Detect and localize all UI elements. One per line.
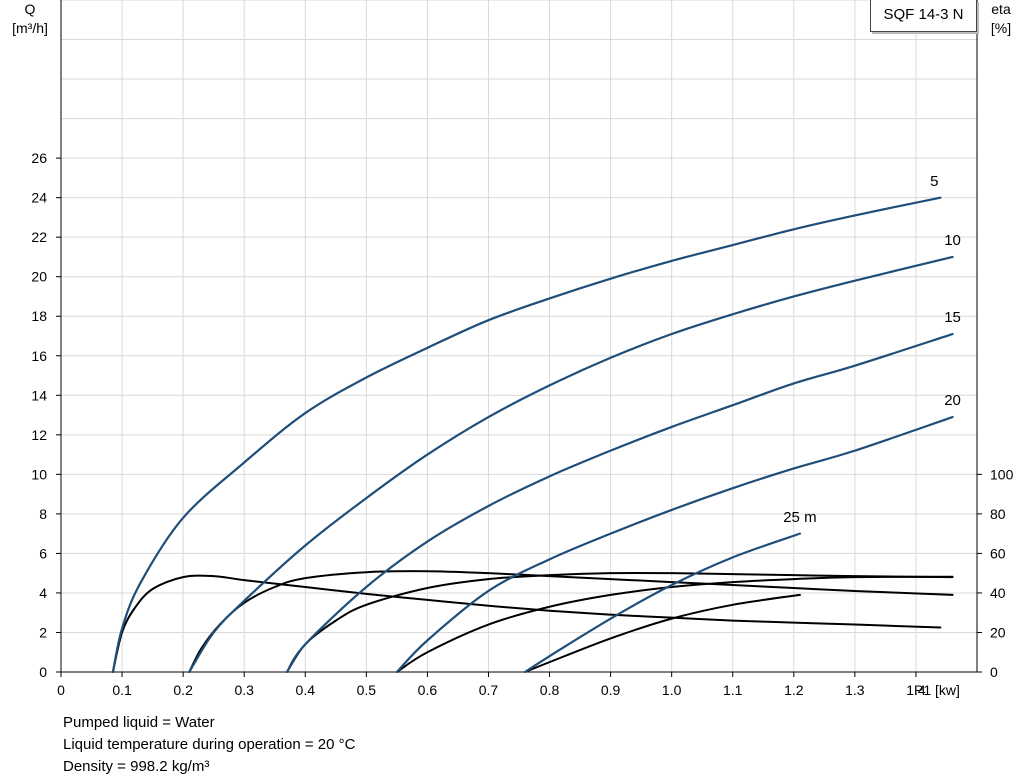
y-left-tick-label: 0 [39,664,47,680]
curve-label-5: 5 [930,173,938,190]
flow-curve-25-m [524,532,802,674]
flow-curve-20 [395,415,954,674]
y-left-tick-label: 12 [31,427,47,443]
y-right-label-line2: [%] [991,20,1011,36]
y-left-tick-label: 18 [31,308,47,324]
note-density: Density = 998.2 kg/m³ [63,758,210,775]
liquid-notes: Pumped liquid = Water Liquid temperature… [63,712,355,778]
y-right-tick-label: 20 [990,624,1006,640]
flow-curve-5 [111,196,942,674]
axis-labels: Q [m³/h] eta [%] P1 [kw] [12,1,1011,698]
model-badge: SQF 14-3 N [870,0,977,32]
x-tick-label: 0.2 [173,682,193,698]
y-left-tick-label: 4 [39,585,47,601]
y-right-tick-label: 100 [990,466,1014,482]
y-right-tick-label: 80 [990,506,1006,522]
efficiency-curve-eta-15 [285,571,954,673]
x-tick-label: 0.5 [357,682,377,698]
x-tick-label: 0.1 [112,682,132,698]
y-left-label-line2: [m³/h] [12,20,48,36]
y-left-tick-label: 8 [39,506,47,522]
note-pumped-liquid: Pumped liquid = Water [63,714,215,731]
x-axis-label: P1 [kw] [914,682,960,698]
x-tick-label: 0.4 [296,682,316,698]
y-left-tick-label: 2 [39,624,47,640]
axes [56,0,982,677]
flow-curve-15 [285,332,954,674]
curve-label-25-m: 25 m [783,509,816,526]
tick-labels: 0 0.1 0.2 0.3 0.4 0.5 0.6 0.7 0.8 0.9 1.0 1.1 1.2 1.3… [31,150,1013,698]
curve-label-15: 15 [944,309,961,326]
x-tick-label: 0.8 [540,682,560,698]
grid [60,0,978,673]
x-tick-label: 1.4 [906,682,926,698]
y-left-tick-label: 20 [31,269,47,285]
x-tick-label: 0.6 [418,682,438,698]
y-left-tick-label: 24 [31,190,47,206]
x-tick-label: 1.2 [784,682,804,698]
y-left-tick-label: 14 [31,387,47,403]
x-tick-label: 1.0 [662,682,682,698]
x-tick-label: 1.3 [845,682,865,698]
x-tick-label: 1.1 [723,682,743,698]
curve-label-10: 10 [944,232,961,249]
flow-curve-10 [188,255,954,674]
efficiency-curve-eta-25 [524,593,801,673]
y-right-tick-label: 0 [990,664,998,680]
y-right-label-line1: eta [991,1,1011,17]
curve-labels: 5 10 15 20 25 m [783,173,961,526]
curve-label-20: 20 [944,392,961,409]
y-left-label-line1: Q [25,1,36,17]
y-left-tick-label: 6 [39,545,47,561]
efficiency-curve-eta-20 [395,575,954,673]
y-left-tick-label: 16 [31,348,47,364]
x-tick-label: 0.3 [234,682,254,698]
note-liquid-temperature: Liquid temperature during operation = 20… [63,736,356,753]
efficiency-curves [111,570,954,673]
x-tick-label: 0.9 [601,682,621,698]
x-tick-label: 0 [57,682,65,698]
x-tick-label: 0.7 [479,682,499,698]
y-right-tick-label: 60 [990,545,1006,561]
efficiency-curve-eta-5 [111,574,942,673]
flow-curves [111,196,954,674]
y-right-tick-label: 40 [990,585,1006,601]
y-left-tick-label: 22 [31,229,47,245]
y-left-tick-label: 10 [31,466,47,482]
y-left-tick-label: 26 [31,150,47,166]
